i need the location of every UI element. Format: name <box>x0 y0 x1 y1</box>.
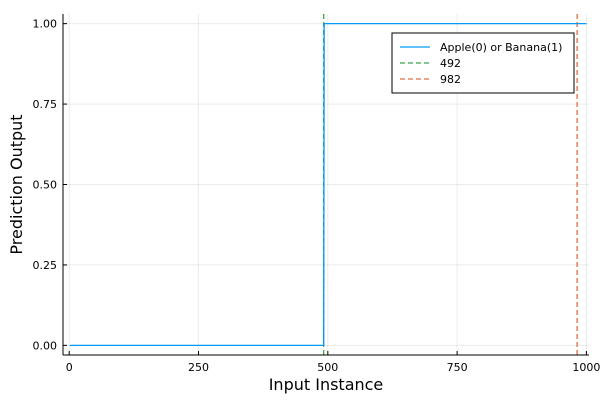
legend-box <box>391 32 575 94</box>
legend-label: 492 <box>440 57 461 70</box>
x-tick-label: 0 <box>66 361 73 374</box>
y-tick-label: 0.00 <box>33 339 58 352</box>
y-tick-label: 0.50 <box>33 179 58 192</box>
legend: Apple(0) or Banana(1) 492 982 <box>391 32 575 94</box>
tick-labels: 0 250 500 750 1000 0.00 0.25 0.50 0.75 1.00 <box>33 18 601 374</box>
x-axis-label: Input Instance <box>269 375 384 394</box>
series-lines <box>69 23 587 346</box>
y-tick-label: 1.00 <box>33 18 58 31</box>
y-tick-label: 0.75 <box>33 98 58 111</box>
y-axis-label: Prediction Output <box>7 114 26 254</box>
x-tick-label: 750 <box>447 361 468 374</box>
series-line-0 <box>69 23 587 346</box>
x-tick-label: 250 <box>188 361 209 374</box>
legend-label: 982 <box>440 73 461 86</box>
axes <box>62 14 589 356</box>
x-tick-label: 1000 <box>572 361 600 374</box>
y-tick-label: 0.25 <box>33 259 58 272</box>
x-tick-label: 500 <box>317 361 338 374</box>
legend-label: Apple(0) or Banana(1) <box>440 41 562 54</box>
